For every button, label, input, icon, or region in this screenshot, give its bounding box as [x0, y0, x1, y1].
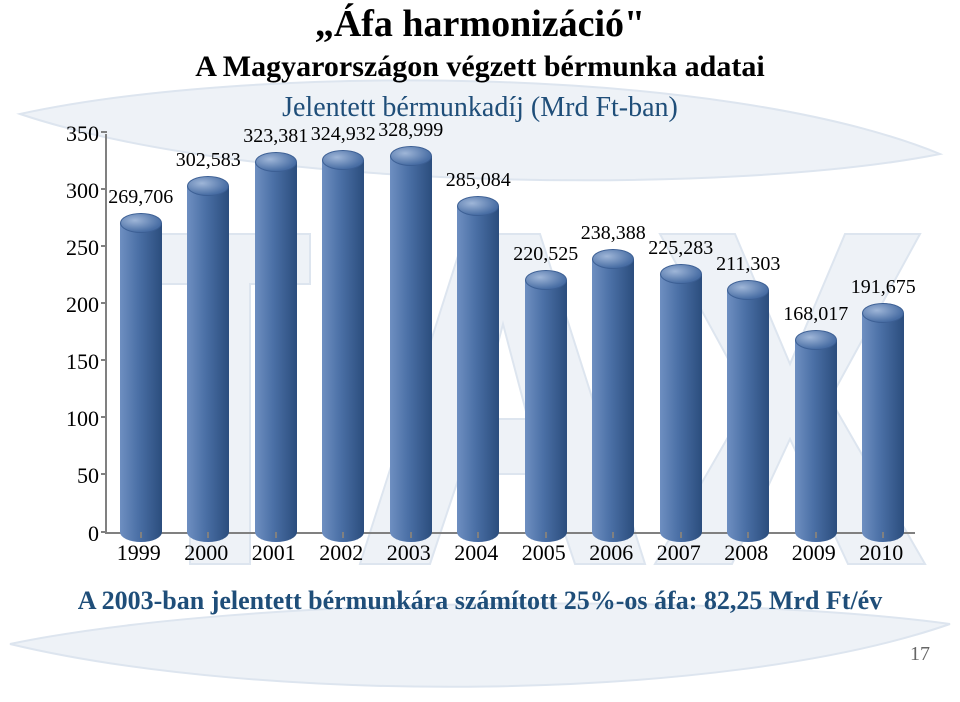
bar-top [795, 330, 837, 350]
bar-value-label: 323,381 [243, 125, 308, 148]
bar-value-label: 168,017 [783, 303, 848, 326]
bar [120, 223, 162, 531]
y-tick-mark [101, 473, 107, 475]
bar-top [457, 196, 499, 216]
bar [592, 259, 634, 531]
y-tick-label: 250 [66, 235, 99, 261]
y-tick-label: 200 [66, 292, 99, 318]
bar-value-label: 285,084 [446, 169, 511, 192]
y-tick-mark [101, 531, 107, 533]
y-tick-mark [101, 416, 107, 418]
x-tick-label: 2004 [454, 540, 498, 566]
bar [390, 156, 432, 532]
page: „Áfa harmonizáció" A Magyarországon végz… [0, 4, 960, 702]
x-tick-label: 2009 [792, 540, 836, 566]
x-tick-label: 2002 [319, 540, 363, 566]
y-tick-label: 0 [88, 521, 99, 547]
x-tick-label: 2010 [859, 540, 903, 566]
bar-top [592, 249, 634, 269]
y-tick-mark [101, 245, 107, 247]
bar [187, 186, 229, 532]
bar-top [525, 270, 567, 290]
bar-value-label: 225,283 [648, 237, 713, 260]
y-tick-label: 350 [66, 121, 99, 147]
x-tick-label: 2003 [387, 540, 431, 566]
x-tick-label: 2005 [522, 540, 566, 566]
x-tick-label: 2007 [657, 540, 701, 566]
y-tick-mark [101, 131, 107, 133]
chart-title: Jelentett bérmunkadíj (Mrd Ft-ban) [0, 93, 960, 124]
y-tick-mark [101, 359, 107, 361]
x-axis: 1999 2000 2001 2002 2003 2004 2005 2006 2007 2008… [105, 534, 915, 574]
y-tick-label: 100 [66, 406, 99, 432]
bar-value-label: 328,999 [378, 119, 443, 142]
bar-chart: 050100150200250300350 269,706302,583323,… [45, 134, 915, 574]
footer-note: A 2003-ban jelentett bérmunkára számítot… [0, 586, 960, 616]
x-tick-label: 2006 [589, 540, 633, 566]
page-subtitle: A Magyarországon végzett bérmunka adatai [0, 50, 960, 83]
x-tick-label: 2000 [184, 540, 228, 566]
y-tick-label: 150 [66, 349, 99, 375]
bar [525, 280, 567, 532]
bar-value-label: 220,525 [513, 243, 578, 266]
page-number: 17 [910, 643, 930, 666]
y-tick-label: 300 [66, 178, 99, 204]
x-tick-label: 2008 [724, 540, 768, 566]
bar-value-label: 302,583 [176, 149, 241, 172]
bar-top [390, 146, 432, 166]
bar [862, 313, 904, 532]
bar-value-label: 324,932 [311, 123, 376, 146]
content: „Áfa harmonizáció" A Magyarországon végz… [0, 4, 960, 616]
plot-area: 269,706302,583323,381324,932328,999285,0… [105, 134, 915, 534]
bar [727, 290, 769, 531]
bar-value-label: 238,388 [581, 222, 646, 245]
x-tick-label: 2001 [252, 540, 296, 566]
bar-top [727, 280, 769, 300]
bar-value-label: 269,706 [108, 186, 173, 209]
y-axis: 050100150200250300350 [45, 134, 105, 534]
bar-value-label: 211,303 [716, 253, 780, 276]
bar [322, 160, 364, 531]
bar-top [862, 303, 904, 323]
bar-top [322, 150, 364, 170]
bar [795, 340, 837, 532]
page-title: „Áfa harmonizáció" [0, 4, 960, 46]
x-tick-label: 1999 [117, 540, 161, 566]
y-tick-mark [101, 302, 107, 304]
bar [660, 274, 702, 531]
bar-top [120, 213, 162, 233]
bar [255, 162, 297, 532]
bar-top [660, 264, 702, 284]
bar-top [187, 176, 229, 196]
y-tick-mark [101, 188, 107, 190]
bar-value-label: 191,675 [851, 276, 916, 299]
bar-top [255, 152, 297, 172]
bar [457, 206, 499, 532]
y-tick-label: 50 [77, 463, 99, 489]
